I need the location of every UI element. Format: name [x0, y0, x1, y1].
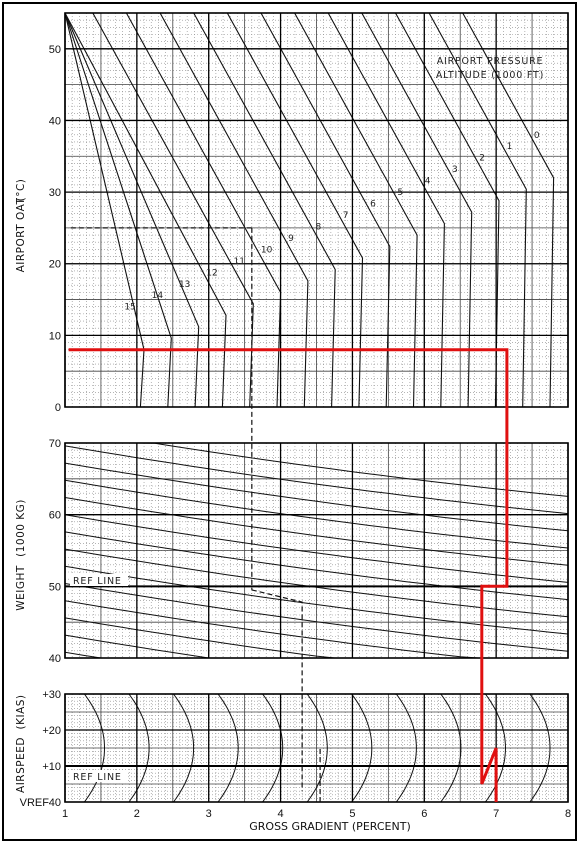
- y-tick-oat: 20: [49, 259, 61, 271]
- airspeed-curve: [128, 693, 150, 803]
- altitude-curve-3: [361, 12, 473, 408]
- airspeed-curve: [395, 693, 417, 803]
- altitude-curve-4: [327, 12, 445, 408]
- airspeed-axis-unit: (KIAS): [15, 694, 27, 729]
- weight-curve: [64, 497, 569, 566]
- airspeed-curve: [83, 693, 106, 803]
- altitude-curve-7: [226, 12, 364, 408]
- altitude-label-3: 3: [452, 165, 458, 175]
- x-tick: 8: [565, 808, 571, 820]
- y-tick-airspeed: VREF: [20, 797, 50, 809]
- weight-curve: [64, 565, 569, 635]
- altitude-curve-9: [159, 12, 309, 408]
- altitude-label-8: 8: [315, 222, 321, 232]
- airspeed-curve: [306, 693, 328, 803]
- x-tick: 4: [278, 808, 284, 820]
- altitude-label-15: 15: [124, 303, 135, 313]
- example-dashed-weight: [251, 589, 303, 792]
- airspeed-curve: [262, 693, 284, 803]
- altitude-label-10: 10: [261, 245, 273, 255]
- oat-axis-label: AIRPORT OAT: [15, 198, 27, 273]
- example-red-path: [68, 348, 509, 802]
- altitude-label-6: 6: [370, 200, 376, 210]
- weight-axis-unit: (1000 KG): [15, 499, 27, 557]
- altitude-label-13: 13: [179, 280, 190, 290]
- ref-line-label-bg-2: [70, 770, 128, 782]
- altitude-label-11: 11: [234, 257, 245, 267]
- altitude-label-12: 12: [206, 268, 217, 278]
- weight-axis-label: WEIGHT: [15, 565, 27, 611]
- oat-axis-unit: (°C): [15, 179, 27, 202]
- altitude-label-1: 1: [507, 142, 513, 152]
- y-tick-weight: 60: [49, 510, 61, 522]
- weight-curve: [64, 462, 569, 532]
- x-tick: 5: [349, 808, 355, 820]
- x-axis-label: GROSS GRADIENT (PERCENT): [249, 820, 410, 833]
- weight-curve: [64, 583, 569, 652]
- x-tick: 1: [62, 808, 68, 820]
- y-tick-oat: 10: [49, 330, 61, 342]
- weight-curve: [64, 514, 569, 583]
- x-tick: 2: [134, 808, 140, 820]
- altitude-label-4: 4: [425, 177, 431, 187]
- weight-curve: [64, 479, 569, 549]
- y-tick-oat: 50: [49, 44, 61, 56]
- airspeed-curve: [529, 693, 551, 803]
- altitude-curve-13: [64, 12, 200, 408]
- altitude-curve-1: [428, 12, 527, 408]
- y-tick-weight: 40: [49, 653, 61, 665]
- altitude-label-7: 7: [343, 211, 349, 221]
- altitude-curve-14: [64, 12, 172, 408]
- x-tick: 3: [206, 808, 212, 820]
- altitude-curve-6: [260, 12, 391, 408]
- altitude-curve-11: [92, 12, 254, 408]
- y-tick-airspeed: +10: [42, 761, 61, 773]
- altitude-label-2: 2: [479, 154, 485, 164]
- y-tick-oat: 0: [55, 402, 61, 414]
- x-tick: 7: [493, 808, 499, 820]
- pressure-altitude-note-line1: AIRPORT PRESSURE: [437, 56, 544, 67]
- y-tick-weight: 70: [49, 438, 61, 450]
- ref-line-label-bg: [70, 574, 128, 586]
- airspeed-curve: [351, 693, 373, 803]
- airspeed-axis-label: AIRSPEED: [15, 737, 27, 793]
- y-tick-airspeed: +20: [42, 725, 61, 737]
- airspeed-curve: [217, 693, 239, 803]
- altitude-label-9: 9: [288, 234, 294, 244]
- y-tick-oat: 40: [49, 115, 61, 127]
- airspeed-curve: [173, 693, 195, 803]
- weight-curve: [64, 445, 569, 515]
- airspeed-ref-line-label: REF LINE: [73, 772, 122, 783]
- weight-ref-line-label: REF LINE: [73, 576, 122, 587]
- y-tick-weight: 50: [49, 581, 61, 593]
- altitude-curve-12: [64, 12, 227, 408]
- airspeed-curve: [440, 693, 462, 803]
- y-tick-airspeed-vref-suffix: 40: [49, 797, 61, 809]
- altitude-curve-0: [462, 12, 555, 408]
- y-tick-oat: 30: [49, 187, 61, 199]
- y-tick-airspeed: +30: [42, 689, 61, 701]
- weight-curve: [64, 531, 569, 601]
- altitude-label-14: 14: [152, 291, 164, 301]
- altitude-label-0: 0: [534, 131, 540, 141]
- altitude-label-5: 5: [397, 188, 403, 198]
- pressure-altitude-note-line2: ALTITUDE (1000 FT): [436, 70, 544, 81]
- x-tick: 6: [421, 808, 427, 820]
- altitude-curve-8: [193, 12, 336, 408]
